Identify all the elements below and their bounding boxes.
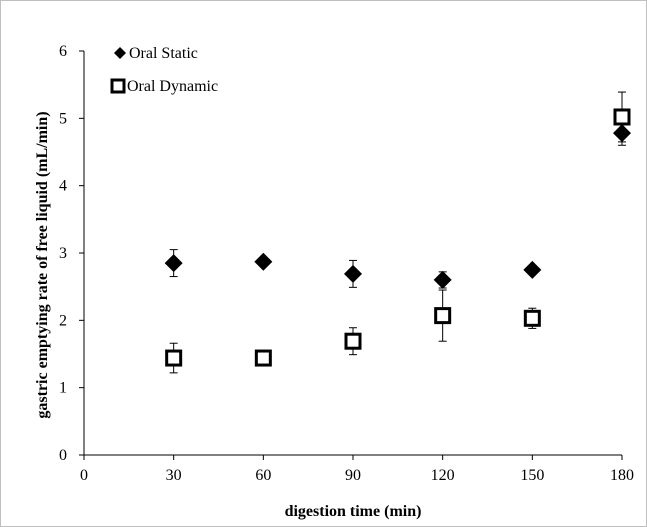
legend-entry-label: Oral Dynamic [127,78,218,95]
diamond-marker [344,264,362,283]
x-axis-title: digestion time (min) [285,503,422,520]
open-square-marker [613,108,631,126]
data-marks [164,91,631,374]
open-square-marker [165,349,183,367]
y-tick-label: 4 [59,178,67,195]
y-tick-label: 0 [59,447,67,464]
y-tick-label: 5 [59,110,67,127]
open-square-marker [434,307,452,325]
open-square-marker [344,332,362,350]
y-tick-label: 2 [59,312,67,329]
diamond-marker [114,47,126,59]
legend-entry-label: Oral Static [129,45,198,62]
open-square-marker [110,78,126,94]
legend: Oral Static Oral Dynamic [110,45,218,95]
y-axis-title: gastric emptying rate of free liquid (mL… [34,111,51,418]
x-tick-label: 30 [166,467,182,484]
diamond-marker [254,252,273,271]
diamond-marker [433,270,452,289]
x-tick-label: 90 [345,467,361,484]
axes [79,50,623,460]
diamond-marker [523,260,542,279]
open-square-marker [523,309,541,327]
y-tick-label: 1 [59,380,67,397]
x-tick-label: 0 [80,467,88,484]
y-tick-label: 3 [59,245,67,262]
x-tick-label: 150 [520,467,544,484]
diamond-marker [164,254,183,273]
diamond-marker [613,124,631,143]
x-tick-label: 180 [610,467,634,484]
x-tick-label: 120 [431,467,455,484]
open-square-marker [254,349,272,367]
x-tick-label: 60 [255,467,271,484]
y-tick-label: 6 [59,43,67,60]
